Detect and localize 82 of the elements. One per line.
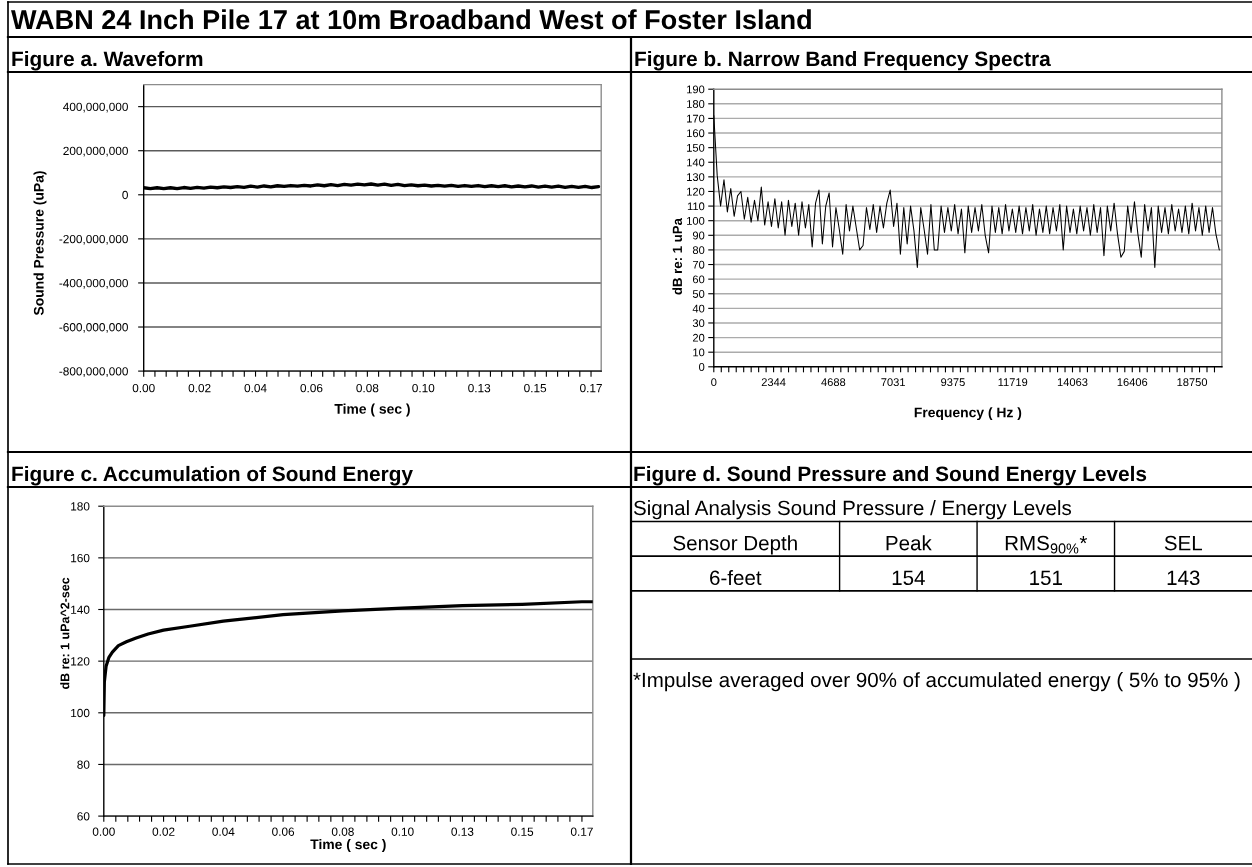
x-tick-label: 0.00 (132, 383, 155, 393)
y-tick-label: 120 (71, 657, 90, 666)
y-tick-label: 170 (687, 114, 705, 123)
y-tick-label: 80 (692, 246, 705, 255)
category-label: Peak (886, 535, 932, 551)
y-tick-label: 120 (687, 187, 705, 196)
y-tick-label: 30 (692, 319, 705, 328)
y-tick-label: -600,000,000 (59, 323, 128, 333)
x-tick-label: 0.17 (580, 383, 602, 393)
x-tick-label: 0.06 (272, 827, 295, 836)
y-tick-label: 40 (692, 304, 705, 313)
y-tick-label: 110 (687, 202, 705, 211)
category-label: SEL (1164, 535, 1203, 551)
y-tick-label: 150 (687, 143, 705, 152)
x-tick-label: 16406 (1117, 378, 1148, 387)
y-axis-title: dB re: 1 uPa (672, 218, 683, 295)
x-tick-label: 0.13 (468, 383, 491, 393)
x-tick-label: 0.15 (511, 827, 534, 836)
x-axis-title: Frequency ( Hz ) (914, 407, 1022, 421)
y-tick-label: -400,000,000 (59, 278, 128, 289)
x-tick-label: 0.17 (570, 827, 593, 836)
y-tick-label: 130 (687, 173, 705, 181)
y-axis-title: dB re: 1 uPa^2-sec (60, 577, 70, 689)
text: *Impulse averaged over 90% of accumulated energy ( 5% to 95% ) (633, 672, 1240, 692)
y-tick-label: 160 (687, 129, 705, 138)
x-tick-label: 0.02 (188, 383, 211, 393)
text: Signal Analysis Sound Pressure / Energy Levels (633, 500, 1072, 520)
y-tick-label: 60 (692, 275, 705, 284)
y-tick-label: 400,000,000 (63, 102, 128, 113)
x-tick-label: 4688 (821, 378, 846, 387)
y-tick-label: 100 (687, 216, 705, 225)
x-tick-label: 0.06 (300, 383, 323, 393)
x-tick-label: 0.08 (356, 383, 379, 393)
y-tick-label: 180 (71, 502, 90, 511)
chart-subtitle: Figure a. Waveform (12, 50, 203, 71)
x-tick-label: 0.04 (212, 827, 235, 836)
chart-title: Figure c. Accumulation of Sound Energy (12, 465, 413, 486)
chart-title: WABN 24 Inch Pile 17 at 10m Broadband West of Foster Island (11, 9, 811, 30)
x-tick-label: 2344 (761, 378, 786, 387)
x-tick-label: 11719 (998, 378, 1028, 387)
y-tick-label: 100 (71, 708, 90, 718)
y-tick-label: 0 (699, 363, 705, 371)
y-tick-label: 200,000,000 (63, 146, 128, 157)
text: 154 (892, 570, 925, 586)
y-tick-label: 20 (692, 333, 705, 342)
y-tick-label: -200,000,000 (59, 234, 128, 245)
x-tick-label: 0.02 (152, 827, 175, 836)
y-tick-label: 60 (77, 812, 90, 821)
text: Figure d. Sound Pressure and Sound Energy Levels (634, 465, 1147, 486)
y-tick-label: 70 (692, 260, 705, 269)
y-tick-label: 90 (692, 231, 705, 240)
y-tick-label: 190 (687, 85, 705, 94)
y-tick-label: 0 (122, 190, 128, 200)
text: 151 (1030, 570, 1062, 586)
text: 143 (1167, 570, 1200, 586)
x-axis-title: Time ( sec ) (334, 403, 410, 417)
y-tick-label: 180 (687, 100, 705, 108)
text: 6-feet (710, 570, 762, 586)
x-tick-label: 0.00 (92, 827, 115, 836)
y-tick-label: 140 (71, 605, 90, 614)
x-tick-label: 0.13 (451, 827, 474, 836)
x-tick-label: 0.10 (391, 827, 414, 836)
x-tick-label: 18750 (1177, 378, 1208, 387)
category-label: RMS$_{90%}$* (1005, 535, 1088, 554)
x-tick-label: 14063 (1057, 378, 1088, 387)
y-tick-label: 160 (71, 553, 90, 563)
x-axis-title: Time ( sec ) (310, 839, 386, 852)
y-axis-title: Sound Pressure (uPa) (33, 171, 47, 316)
y-tick-label: -800,000,000 (59, 367, 128, 377)
x-tick-label: 0.04 (244, 383, 267, 393)
chart-title: Figure b. Narrow Band Frequency Spectra (635, 50, 1051, 71)
y-tick-label: 140 (687, 158, 705, 167)
y-tick-label: 10 (693, 348, 705, 357)
x-tick-label: 0.08 (331, 827, 354, 836)
category-label: Sensor Depth (673, 535, 797, 555)
x-tick-label: 0.15 (524, 383, 547, 393)
x-tick-label: 9375 (941, 378, 965, 387)
y-tick-label: 50 (692, 290, 705, 298)
x-tick-label: 7031 (881, 378, 905, 387)
x-tick-label: 0 (711, 378, 717, 387)
x-tick-label: 0.10 (412, 383, 435, 393)
y-tick-label: 80 (77, 760, 90, 769)
